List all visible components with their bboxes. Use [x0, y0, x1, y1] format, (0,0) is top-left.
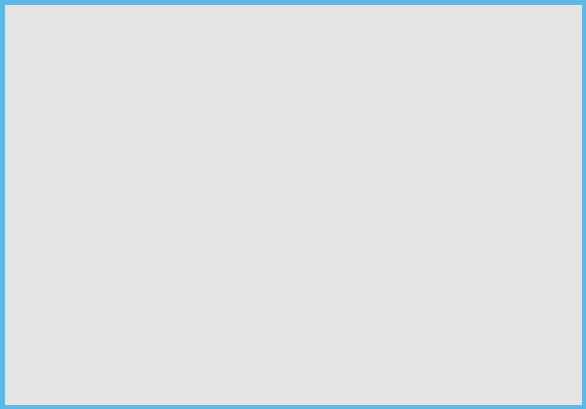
Text: A: A — [90, 61, 100, 76]
Polygon shape — [9, 55, 32, 80]
Bar — [304, 52, 434, 84]
Bar — [154, 52, 304, 84]
Bar — [36, 176, 154, 222]
Bar — [6, 52, 434, 406]
Text: Radians: Radians — [202, 146, 257, 160]
Text: =ATAN(: =ATAN( — [196, 191, 254, 207]
Bar — [304, 360, 434, 406]
Bar — [304, 176, 434, 222]
Bar — [36, 130, 154, 176]
Text: 3: 3 — [16, 191, 26, 207]
Text: 1: 1 — [90, 191, 100, 207]
Text: 7: 7 — [16, 375, 26, 391]
Text: 6: 6 — [16, 330, 26, 344]
Bar — [6, 16, 58, 40]
Bar — [304, 130, 434, 176]
Bar — [6, 360, 36, 406]
Text: 0.5: 0.5 — [83, 283, 107, 299]
Text: Degrees: Degrees — [340, 146, 398, 160]
Text: ✓: ✓ — [92, 21, 104, 35]
Bar — [130, 16, 430, 40]
Text: A3: A3 — [240, 191, 260, 207]
Bar — [6, 176, 36, 222]
Bar — [6, 84, 36, 130]
Text: B3: B3 — [24, 22, 40, 34]
Text: C: C — [364, 61, 374, 76]
Text: ARCTAN using ATAN: ARCTAN using ATAN — [150, 99, 320, 115]
Bar — [6, 52, 36, 84]
Bar — [36, 268, 154, 314]
Bar — [6, 222, 36, 268]
Bar — [304, 222, 434, 268]
Bar — [6, 314, 36, 360]
Bar — [154, 314, 304, 360]
Text: 4: 4 — [16, 238, 26, 252]
Bar — [36, 222, 154, 268]
Text: ×: × — [78, 21, 90, 35]
Text: B: B — [223, 61, 235, 76]
Bar — [154, 222, 304, 268]
Text: 5: 5 — [16, 283, 26, 299]
Text: -0.5: -0.5 — [80, 375, 110, 391]
Bar — [6, 130, 36, 176]
Bar — [36, 84, 434, 130]
Bar — [6, 268, 36, 314]
Bar — [36, 52, 154, 84]
Text: =ATAN(A3): =ATAN(A3) — [138, 22, 211, 34]
Bar — [154, 360, 304, 406]
Bar — [36, 360, 154, 406]
Bar — [6, 6, 434, 52]
Bar — [304, 314, 434, 360]
Text: fx: fx — [107, 21, 121, 35]
Text: 2: 2 — [16, 146, 26, 160]
Bar — [154, 268, 304, 314]
Text: 0: 0 — [90, 330, 100, 344]
Text: Input: Input — [77, 146, 113, 160]
Bar — [36, 314, 154, 360]
Bar — [154, 130, 304, 176]
Text: ): ) — [254, 191, 260, 207]
Text: -1: -1 — [87, 238, 103, 252]
Text: 1: 1 — [16, 99, 26, 115]
Bar — [154, 176, 304, 222]
Bar — [304, 268, 434, 314]
